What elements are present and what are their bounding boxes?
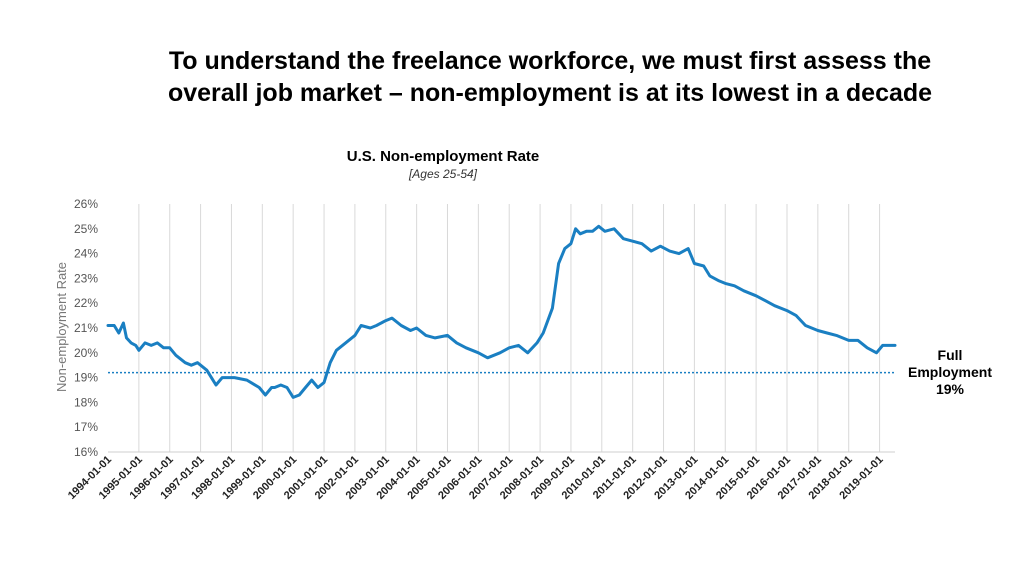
y-tick-label: 23% [74, 271, 98, 285]
y-tick-label: 19% [74, 371, 98, 385]
y-tick-label: 16% [74, 445, 98, 459]
y-tick-label: 25% [74, 222, 98, 236]
y-tick-label: 17% [74, 420, 98, 434]
y-axis-ticks: 16% 17% 18% 19% 20% 21% 22% 23% 24% 25% 26% [74, 197, 98, 459]
chart-title: U.S. Non-employment Rate [346, 148, 540, 165]
y-tick-label: 22% [74, 296, 98, 310]
y-tick-label: 26% [74, 197, 98, 211]
full-employment-label: Full Employment 19% [898, 347, 1002, 398]
headline-line-1: To understand the freelance workforce, w… [168, 47, 932, 75]
headline: To understand the freelance workforce, w… [80, 45, 1020, 109]
y-tick-label: 24% [74, 247, 98, 261]
y-tick-label: 18% [74, 395, 98, 409]
full-employment-label-line-1: Full [937, 347, 963, 363]
vertical-gridlines [138, 204, 881, 452]
x-axis-ticks: 1994-01-011995-01-011996-01-011997-01-01… [66, 454, 886, 502]
chart-subtitle: [Ages 25-54] [408, 167, 478, 181]
y-tick-label: 21% [74, 321, 98, 335]
headline-line-2: overall job market – non-employment is a… [167, 79, 933, 107]
full-employment-label-line-3: 19% [935, 381, 965, 397]
full-employment-label-line-2: Employment [907, 364, 992, 380]
y-tick-label: 20% [74, 346, 98, 360]
series-line-non-employment-rate [106, 224, 897, 399]
